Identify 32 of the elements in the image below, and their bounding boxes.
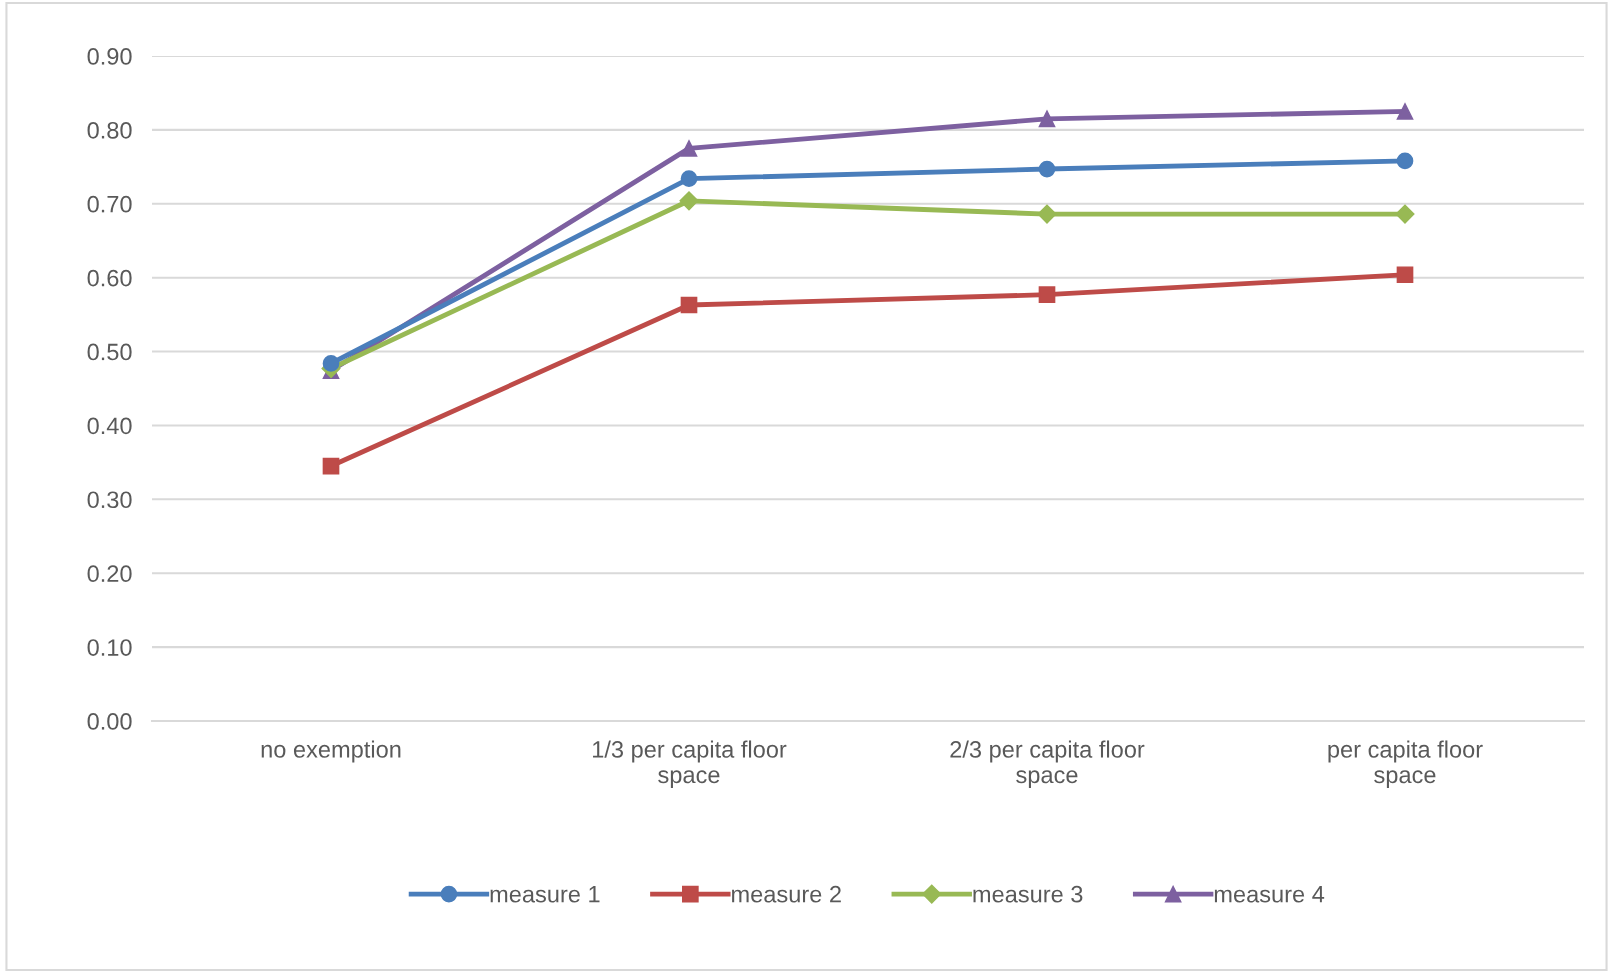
y-tick-label: 0.60	[87, 269, 132, 287]
y-tick-label: 0.30	[87, 491, 132, 509]
y-tick-label: 0.10	[87, 639, 132, 656]
point	[1396, 266, 1414, 284]
y-tick-label: 0.40	[87, 417, 132, 435]
point	[1038, 160, 1056, 178]
legend-label: measure 4	[1214, 886, 1325, 903]
x-tick-label: no exemption	[261, 740, 401, 763]
point	[680, 170, 698, 187]
x-tick-label: 1/3 per capita floor space	[593, 740, 787, 788]
y-tick-label: 0.70	[87, 195, 132, 213]
point	[1396, 103, 1414, 120]
point	[322, 355, 340, 372]
point	[1395, 204, 1415, 224]
y-tick-label: 0.50	[87, 343, 132, 361]
x-tick-label: 2/3 per capita floor space	[950, 740, 1145, 788]
point	[1037, 204, 1057, 224]
point	[1038, 286, 1056, 303]
point	[679, 191, 699, 211]
legend-label: measure 1	[490, 886, 600, 903]
point	[1038, 110, 1056, 128]
legend-label: measure 2	[732, 885, 841, 903]
y-tick-label: 0.00	[87, 713, 132, 730]
point	[1396, 152, 1414, 170]
point	[680, 140, 698, 157]
x-tick-label: per capita floor space	[1328, 740, 1483, 788]
y-tick-label: 0.80	[87, 121, 132, 139]
y-tick-label: 0.90	[87, 48, 132, 65]
y-tick-label: 0.20	[87, 565, 132, 583]
point	[322, 457, 340, 475]
legend-label: measure 3	[973, 885, 1083, 903]
point	[680, 296, 698, 314]
